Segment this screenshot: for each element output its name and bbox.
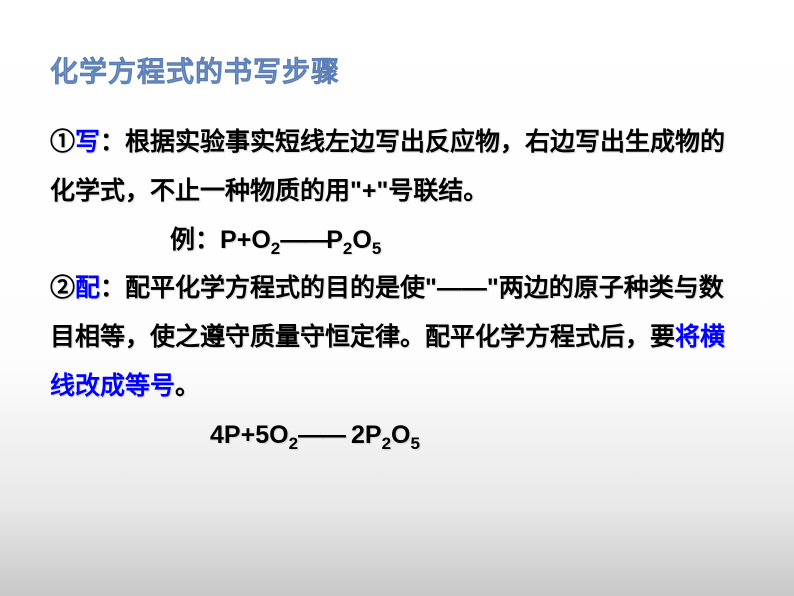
ex2-c1: 4 [210,421,224,449]
step1-colon: ： [100,128,125,156]
ex2-P2: P [365,421,382,449]
step1-text: 根据实验事实短线左边写出反应物，右边写出生成物的化学式，不止一种物质的用"+"号… [50,128,725,205]
slide-body: ①写：根据实验事实短线左边写出反应物，右边写出生成物的化学式，不止一种物质的用"… [50,118,744,459]
slide-container: 化学方程式的书写步骤 ①写：根据实验事实短线左边写出反应物，右边写出生成物的化学… [0,0,794,596]
example-2: 4P+5O2—— 2P2O5 [210,411,744,460]
step2-keyword: 配 [75,274,100,302]
ex1-label: 例： [170,226,220,254]
ex1-plus: + [237,226,252,254]
ex1-P: P [220,226,237,254]
ex2-c3: 2 [351,421,365,449]
ex1-O2: O [352,226,371,254]
ex2-sub5: 5 [411,434,420,453]
slide-title: 化学方程式的书写步骤 [50,50,744,90]
ex1-dash: —— [280,226,326,254]
step2-number: ② [50,274,75,302]
ex2-sub2b: 2 [382,434,391,453]
ex2-P: P [224,421,241,449]
step1-keyword: 写 [75,128,100,156]
ex1-sub5: 5 [372,239,381,258]
ex2-dash: —— [298,421,344,449]
step1-number: ① [50,128,75,156]
step-1: ①写：根据实验事实短线左边写出反应物，右边写出生成物的化学式，不止一种物质的用"… [50,118,744,216]
ex2-O: O [269,421,288,449]
ex2-sub2: 2 [289,434,298,453]
ex2-O2: O [391,421,410,449]
ex2-space [344,421,351,449]
ex1-sub2b: 2 [343,239,352,258]
ex1-sub2: 2 [271,239,280,258]
ex2-c2: 5 [255,421,269,449]
step2-text-b: 。 [175,372,200,400]
step2-text-a: 配平化学方程式的目的是使"——"两边的原子种类与数目相等，使之遵守质量守恒定律。… [50,274,724,351]
example-1: 例：P+O2——P2O5 [170,216,744,265]
ex2-plus: + [241,421,256,449]
ex1-O: O [251,226,270,254]
step-2: ②配：配平化学方程式的目的是使"——"两边的原子种类与数目相等，使之遵守质量守恒… [50,264,744,410]
ex1-P2: P [326,226,343,254]
step2-colon: ： [100,274,125,302]
